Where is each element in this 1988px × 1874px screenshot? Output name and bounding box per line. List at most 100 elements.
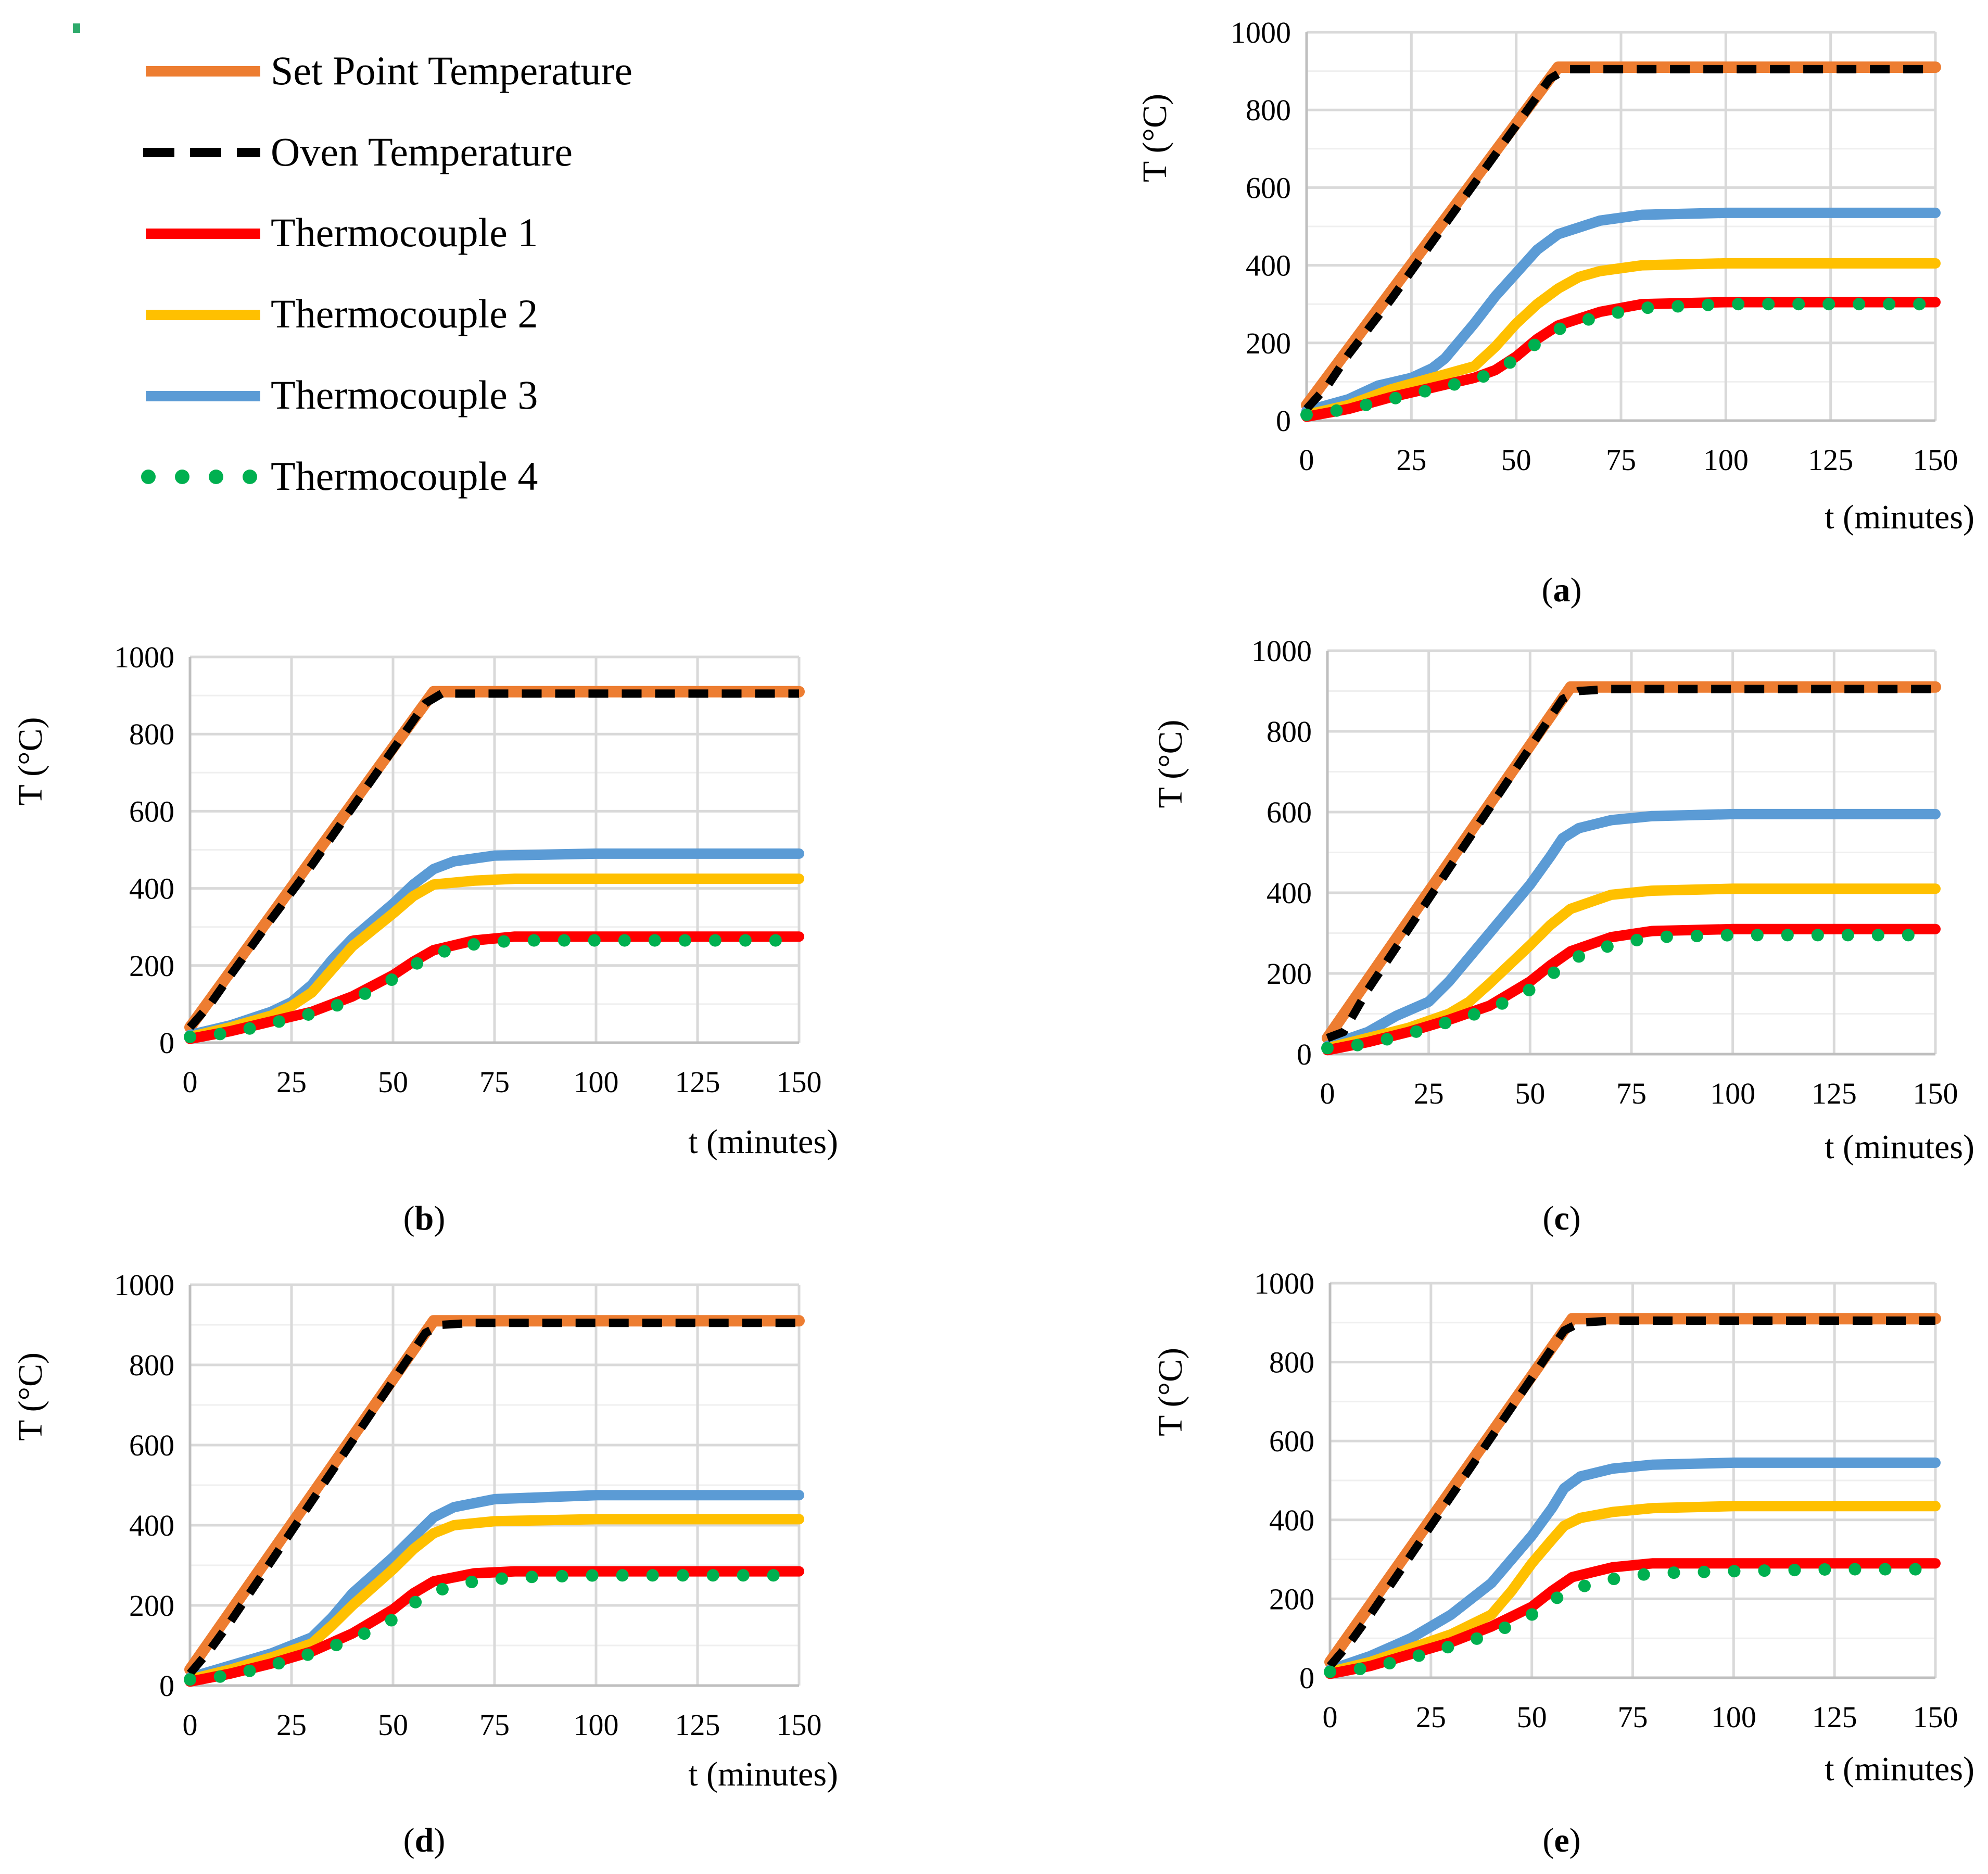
y-tick-label: 800	[1267, 715, 1312, 749]
gridlines	[1330, 1282, 1937, 1678]
x-tick-label: 100	[1711, 1700, 1756, 1734]
x-tick-label: 50	[1515, 1077, 1545, 1110]
legend-swatch-dot	[175, 470, 189, 484]
panel-label-b: (b)	[403, 1199, 446, 1237]
legend-label-thermocouple-3: Thermocouple 3	[271, 372, 538, 417]
x-tick-label: 75	[479, 1708, 510, 1742]
panel-label-d: (d)	[403, 1821, 446, 1859]
legend-swatch-dot	[141, 470, 156, 484]
series-thermocouple-4	[1300, 298, 1942, 421]
panel-letter-b: b	[415, 1199, 434, 1237]
legend-label-thermocouple-1: Thermocouple 1	[271, 210, 538, 255]
legend: Set Point Temperature Oven Temperature T…	[141, 48, 632, 499]
y-tick-label: 800	[129, 1348, 174, 1382]
y-axis-label: T (°C)	[11, 1352, 49, 1441]
y-tick-label: 400	[129, 1509, 174, 1542]
x-tick-label: 100	[1703, 443, 1749, 477]
series-thermocouple-3	[1301, 207, 1941, 416]
series-thermocouple-4	[184, 1569, 805, 1686]
y-tick-label: 0	[1276, 404, 1291, 438]
chart-panel-c: (c) 0 200 400 600 800 1000 0 25 50 75 100 125 150 t (…	[1151, 634, 1974, 1237]
series-thermocouple-1	[1325, 1558, 1941, 1679]
x-tick-label: 25	[276, 1708, 307, 1742]
series-thermocouple-4	[184, 934, 805, 1043]
x-tick-label: 25	[276, 1065, 307, 1099]
series-oven-temperature	[186, 1319, 799, 1677]
x-tick-label: 75	[1618, 1700, 1648, 1734]
legend-label-oven: Oven Temperature	[271, 129, 573, 174]
y-tick-label: 200	[129, 1589, 174, 1623]
y-tick-label: 1000	[114, 640, 174, 674]
y-tick-label: 0	[159, 1669, 174, 1703]
x-tick-label: 125	[1812, 1700, 1857, 1734]
y-tick-label: 200	[129, 949, 174, 983]
y-tick-label: 200	[1246, 326, 1291, 360]
x-tick-label: 50	[1517, 1700, 1547, 1734]
panel-letter-d: d	[415, 1821, 434, 1859]
x-tick-label: 50	[378, 1708, 408, 1742]
series-oven-temperature	[186, 689, 799, 1030]
y-tick-label: 1000	[114, 1268, 174, 1302]
x-tick-label: 0	[1299, 443, 1314, 477]
panel-label-a: (a)	[1542, 571, 1582, 609]
legend-label-thermocouple-4: Thermocouple 4	[271, 453, 538, 499]
legend-label-set-point: Set Point Temperature	[271, 48, 632, 93]
x-tick-label: 75	[1606, 443, 1636, 477]
panel-letter-a: a	[1553, 571, 1571, 609]
x-tick-label: 25	[1416, 1700, 1446, 1734]
gridlines	[1307, 31, 1937, 421]
series-set-point-temperature	[1324, 1313, 1941, 1668]
legend-label-thermocouple-2: Thermocouple 2	[271, 291, 538, 336]
series-thermocouple-2	[1325, 1501, 1941, 1677]
y-tick-label: 0	[1297, 1037, 1312, 1071]
x-axis-label: t (minutes)	[1825, 498, 1974, 536]
y-axis-label: T (°C)	[1151, 1348, 1189, 1436]
series-oven-temperature	[1326, 1316, 1935, 1669]
x-tick-label: 75	[1616, 1077, 1647, 1110]
y-tick-label: 400	[1267, 876, 1312, 910]
legend-swatch-dot	[209, 470, 223, 484]
y-tick-label: 800	[1269, 1346, 1314, 1379]
x-tick-label: 150	[777, 1708, 822, 1742]
corner-mark	[73, 23, 80, 33]
x-tick-label: 75	[479, 1065, 510, 1099]
series-thermocouple-3	[1322, 808, 1941, 1052]
x-axis-label: t (minutes)	[688, 1123, 838, 1161]
y-tick-label: 800	[129, 717, 174, 751]
x-axis-label: t (minutes)	[1825, 1750, 1974, 1788]
x-tick-label: 0	[183, 1708, 198, 1742]
series-thermocouple-3	[1325, 1457, 1941, 1675]
panel-label-c: (c)	[1542, 1199, 1580, 1237]
x-axis-label: t (minutes)	[1825, 1128, 1974, 1166]
y-tick-label: 400	[1269, 1503, 1314, 1537]
series-oven-temperature	[1303, 65, 1935, 412]
x-tick-label: 150	[1913, 1077, 1958, 1110]
panel-letter-c: c	[1554, 1199, 1569, 1237]
y-tick-label: 600	[1269, 1424, 1314, 1458]
y-tick-label: 600	[1246, 171, 1291, 205]
panel-letter-e: e	[1554, 1821, 1569, 1859]
y-tick-label: 1000	[1251, 634, 1312, 668]
y-tick-label: 0	[159, 1026, 174, 1060]
y-tick-label: 1000	[1254, 1267, 1314, 1300]
y-tick-label: 600	[129, 794, 174, 828]
y-tick-label: 1000	[1231, 16, 1291, 49]
legend-entry-thermocouple-2: Thermocouple 2	[146, 291, 538, 336]
series-thermocouple-1	[1322, 923, 1941, 1056]
y-axis-label: T (°C)	[11, 717, 49, 806]
x-tick-label: 150	[1913, 443, 1958, 477]
y-tick-label: 400	[129, 872, 174, 906]
series-thermocouple-4	[1324, 1563, 1942, 1678]
x-tick-label: 100	[1710, 1077, 1755, 1110]
x-tick-label: 150	[1913, 1700, 1958, 1734]
chart-panel-b: (b) 0 200 400 600 800 1000 0 25 50 75 100 125 150 t (…	[11, 640, 838, 1237]
y-tick-label: 200	[1267, 957, 1312, 991]
legend-entry-thermocouple-4: Thermocouple 4	[141, 453, 538, 499]
legend-entry-set-point: Set Point Temperature	[146, 48, 632, 93]
x-tick-label: 25	[1414, 1077, 1444, 1110]
y-tick-label: 800	[1246, 93, 1291, 127]
y-axis-label: T (°C)	[1151, 720, 1189, 808]
x-axis-label: t (minutes)	[688, 1755, 838, 1793]
